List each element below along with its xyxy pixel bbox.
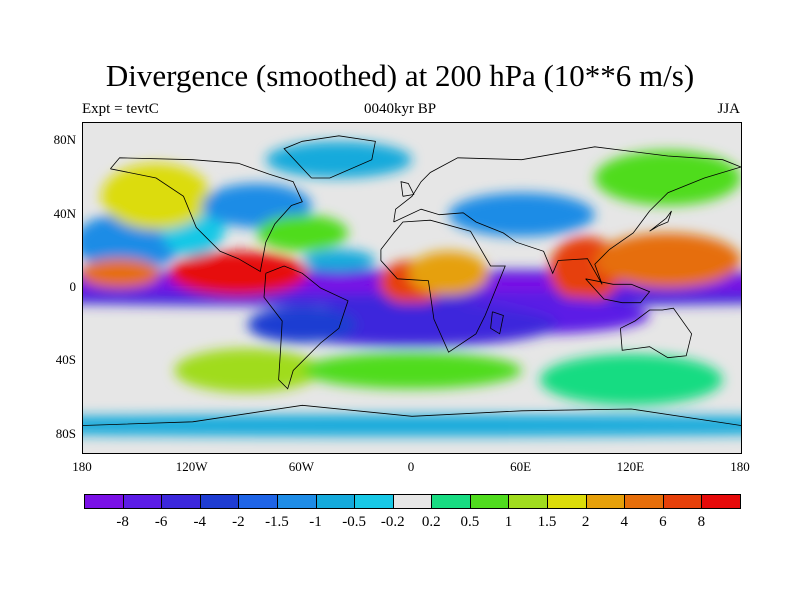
plot-title: Divergence (smoothed) at 200 hPa (10**6 … <box>105 58 695 93</box>
colorbar-label: -1 <box>309 514 322 530</box>
colorbar-label: 4 <box>620 514 628 530</box>
field-blob <box>594 150 741 206</box>
colorbar-label: 0.2 <box>421 514 441 530</box>
colorbar-swatch <box>84 494 124 509</box>
coastline-indonesia <box>585 278 651 304</box>
field-blob <box>302 249 376 272</box>
colorbar-swatch <box>431 494 471 509</box>
colorbar-label: -1.5 <box>265 514 289 530</box>
colorbar-swatch <box>122 494 163 509</box>
colorbar-swatch <box>508 494 549 509</box>
coastline-antarctica <box>83 404 741 426</box>
field-blob <box>174 348 321 393</box>
field-blob <box>256 214 349 252</box>
coastline-south-america <box>263 265 349 390</box>
experiment-label: Expt = tevtC <box>82 101 159 117</box>
coastline-north-america <box>110 157 303 273</box>
field-blob <box>83 258 160 288</box>
lat-tick-label: 0 <box>69 279 77 294</box>
colorbar-swatch <box>547 494 587 509</box>
colorbar-label: -2 <box>232 514 245 530</box>
field-blob <box>539 354 723 406</box>
coastline-japan <box>649 210 672 232</box>
colorbar-swatch <box>199 494 240 509</box>
lat-tick-label: 40N <box>53 205 76 221</box>
field-blob <box>168 251 308 296</box>
field-blob <box>247 306 358 343</box>
lat-tick-label: 80N <box>53 132 76 148</box>
coastline-eurasia <box>393 146 741 285</box>
lon-tick-label: 180 <box>72 459 92 474</box>
lon-tick-label: 60W <box>288 459 314 474</box>
colorbar-swatch <box>315 494 356 509</box>
lat-tick-label: 80S <box>55 425 76 441</box>
field-blob <box>101 163 211 230</box>
field-blob <box>265 141 412 178</box>
lon-tick-label: 120W <box>175 459 208 474</box>
lon-tick-label: 0 <box>407 459 415 474</box>
field-blob <box>448 192 595 237</box>
colorbar-swatch <box>238 494 278 509</box>
coastline-greenland <box>283 135 376 179</box>
colorbar-label: 2 <box>581 514 590 530</box>
field-blob <box>594 233 741 288</box>
colorbar-swatch <box>624 494 664 509</box>
colorbar-swatch <box>392 494 433 509</box>
period-label: 0040kyr BP <box>363 101 437 117</box>
colorbar-label: -6 <box>154 514 168 530</box>
colorbar-swatch <box>354 494 394 509</box>
colorbar-label: -4 <box>193 514 207 530</box>
colorbar-label: 8 <box>697 514 706 530</box>
colorbar-swatch <box>585 494 626 509</box>
divergence-field <box>83 135 741 437</box>
colorbar-label: 1.5 <box>537 514 557 530</box>
colorbar-swatch <box>161 494 201 509</box>
lon-tick-label: 120E <box>616 459 645 474</box>
coastline-uk <box>400 181 415 197</box>
coastline-madagascar <box>490 311 504 335</box>
lat-tick-label: 40S <box>55 352 76 368</box>
lon-tick-label: 60E <box>510 459 532 474</box>
colorbar <box>84 494 741 509</box>
lon-tick-label: 180 <box>730 459 750 474</box>
colorbar-label: -0.2 <box>380 514 405 530</box>
colorbar-label: -0.5 <box>342 514 366 530</box>
field-blob <box>408 251 489 296</box>
colorbar-label: 1 <box>504 514 513 530</box>
colorbar-swatch <box>276 494 317 509</box>
coastline-australia <box>620 307 693 359</box>
colorbar-label: -8 <box>116 514 129 530</box>
colorbar-swatch <box>662 494 703 509</box>
field-blob <box>302 352 522 389</box>
field-blob <box>83 414 741 437</box>
season-label: JJA <box>717 101 740 117</box>
colorbar-swatch <box>701 494 741 509</box>
map-panel <box>82 122 742 454</box>
colorbar-swatch <box>469 494 510 509</box>
coastline-africa <box>380 219 506 353</box>
colorbar-label: 6 <box>659 514 667 530</box>
colorbar-label: 0.5 <box>460 514 480 530</box>
